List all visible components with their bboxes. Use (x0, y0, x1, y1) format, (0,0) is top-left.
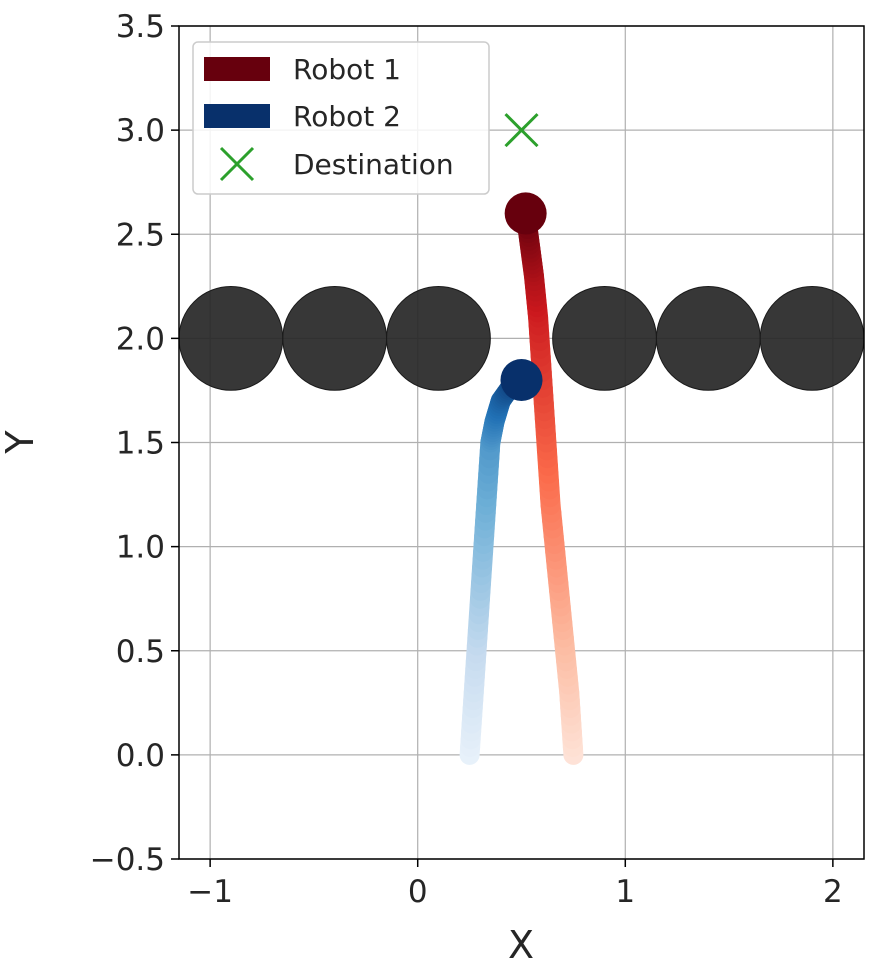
y-tick-label: 0.0 (116, 738, 165, 774)
y-tick-label: 1.0 (116, 530, 165, 566)
robot-2-position (500, 359, 543, 402)
obstacle-circle (179, 285, 284, 391)
legend-label-destination: Destination (293, 148, 454, 181)
y-tick-label: −0.5 (90, 842, 165, 878)
ticks: −1 0 1 2 −0.5 0.0 0.5 1.0 1.5 2.0 2.5 3.0 3.5 (90, 9, 843, 910)
obstacle-circle (282, 285, 388, 391)
x-tick-label: 0 (408, 874, 428, 910)
x-tick-label: −1 (187, 874, 233, 910)
y-axis-label: Y (0, 430, 42, 455)
y-tick-label: 2.5 (116, 217, 165, 253)
legend-label-robot-2: Robot 2 (293, 100, 401, 133)
y-tick-label: 0.5 (116, 634, 165, 670)
markers (500, 113, 547, 402)
y-tick-label: 1.5 (116, 426, 165, 462)
x-axis-label: X (508, 923, 534, 967)
robot-path-1 (515, 203, 584, 765)
legend-marker-destination (219, 146, 255, 182)
robot-paths (459, 203, 584, 765)
x-tick-label: 2 (823, 874, 843, 910)
obstacles (179, 285, 864, 391)
robot-path-2 (459, 370, 532, 765)
legend-label-robot-1: Robot 1 (293, 53, 401, 86)
destination-marker (504, 113, 539, 148)
y-tick-label: 3.0 (116, 113, 165, 149)
obstacle-circle (386, 285, 491, 391)
obstacle-circle (759, 285, 864, 391)
y-tick-label: 3.5 (116, 9, 165, 45)
legend-swatch-robot-2 (204, 104, 270, 128)
x-tick-label: 1 (615, 874, 635, 910)
legend-x-stroke (219, 146, 255, 182)
destination-stroke (504, 113, 539, 148)
robot-1-position (504, 192, 547, 235)
y-tick-label: 2.0 (116, 321, 165, 357)
obstacle-circle (552, 285, 657, 391)
legend-swatch-robot-1 (204, 57, 270, 81)
obstacle-circle (655, 285, 761, 391)
legend: Robot 1 Robot 2 Destination (192, 41, 490, 195)
